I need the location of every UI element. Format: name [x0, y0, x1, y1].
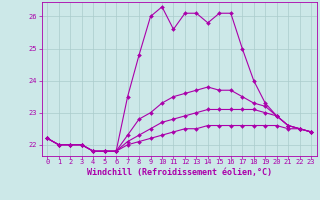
X-axis label: Windchill (Refroidissement éolien,°C): Windchill (Refroidissement éolien,°C): [87, 168, 272, 177]
